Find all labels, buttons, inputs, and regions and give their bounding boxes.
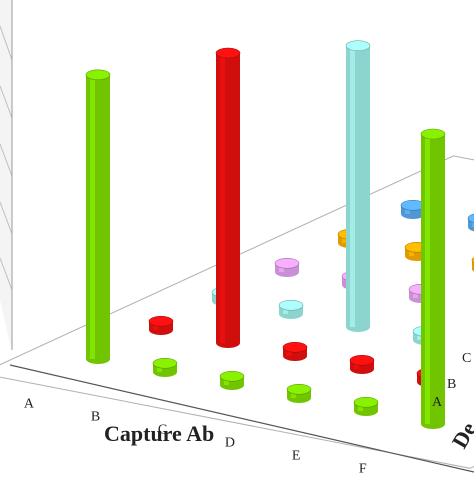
bar-B-A <box>152 357 178 377</box>
y-tick-A: A <box>432 395 443 410</box>
bar-B-F <box>467 213 474 232</box>
x-tick-E: E <box>292 448 301 463</box>
bar-top <box>278 299 304 311</box>
bar-top <box>219 370 245 382</box>
bar-D-A <box>286 383 312 403</box>
bar-C-C <box>345 40 371 332</box>
x-tick-D: D <box>225 435 235 450</box>
y-tick-B: B <box>447 377 456 392</box>
bar-C-B <box>282 341 308 361</box>
back-wall <box>0 0 13 352</box>
bar-top <box>286 383 312 395</box>
y-tick-C: C <box>462 351 471 366</box>
bar-top <box>152 357 178 369</box>
wall-gridline <box>0 25 13 61</box>
bar-top <box>85 69 111 81</box>
bar-highlight <box>425 134 430 424</box>
bar-highlight <box>220 53 225 343</box>
x-axis-edge <box>9 364 474 473</box>
bar-body <box>346 45 370 332</box>
x-axis-title: Capture Ab <box>104 421 214 446</box>
bar-highlight <box>90 74 95 360</box>
wall-gridline <box>0 257 13 291</box>
bar-top <box>282 341 308 353</box>
bar-highlight <box>350 45 355 327</box>
bar-top <box>345 40 371 52</box>
bar-C-A <box>219 370 245 390</box>
wall-gridline <box>0 85 13 119</box>
bar-body <box>216 53 240 348</box>
bar-F-A <box>420 128 446 429</box>
wall-gridline <box>0 143 13 177</box>
wall-gridline <box>0 201 13 235</box>
left-wall <box>0 0 12 352</box>
bar-E-A <box>353 396 379 416</box>
bar-A-D <box>274 257 300 277</box>
bar-top <box>353 396 379 408</box>
bar-top <box>148 315 174 327</box>
bar-body <box>86 74 110 365</box>
bar-body <box>421 134 445 429</box>
bar-top <box>274 257 300 269</box>
bar-D-B <box>349 354 375 374</box>
bar-top <box>349 354 375 366</box>
bar-top <box>467 213 474 223</box>
x-tick-B: B <box>91 409 100 424</box>
bar-B-C <box>278 299 304 319</box>
bar-A-B <box>148 315 174 335</box>
bar-top <box>420 128 446 140</box>
bar-A-F <box>400 200 426 219</box>
bars <box>85 40 474 429</box>
x-tick-C: C <box>158 422 167 437</box>
bar-top <box>215 47 241 59</box>
x-tick-F: F <box>359 461 367 474</box>
bar-B-B <box>215 47 241 348</box>
x-tick-A: A <box>24 396 35 411</box>
bar-A-A <box>85 69 111 365</box>
